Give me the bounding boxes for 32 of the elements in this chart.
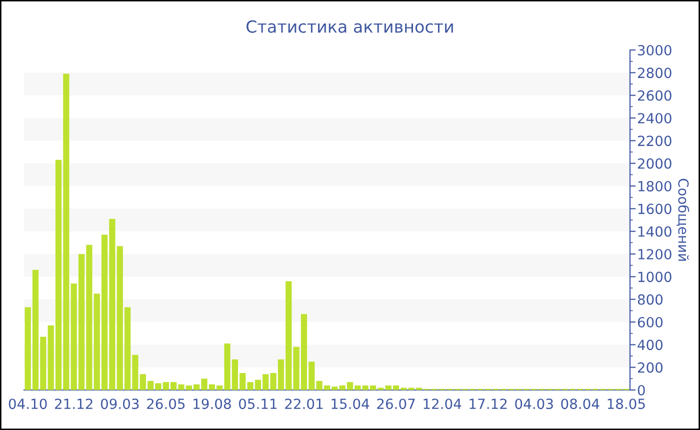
x-tick-label: 21.12 — [55, 398, 92, 409]
y-tick-label: 2400 — [638, 112, 672, 124]
x-tick-label: 17.12 — [470, 398, 507, 409]
y-tick-label: 200 — [638, 362, 663, 373]
x-tick-label: 22.01 — [285, 398, 323, 410]
y-tick-label: 1000 — [638, 272, 672, 282]
x-tick-label: 15.04 — [332, 398, 370, 410]
y-tick-label: 2200 — [638, 136, 672, 146]
x-tick-label: 26.05 — [147, 398, 185, 410]
x-tick-label: 04.03 — [515, 398, 553, 410]
x-tick-label: 12.04 — [424, 398, 462, 410]
y-tick-label: 800 — [638, 294, 663, 305]
y-tick-label: 600 — [638, 316, 663, 328]
y-tick-label: 400 — [638, 340, 663, 350]
x-tick-label: 09.03 — [100, 398, 139, 410]
y-axis-title: Сообщений — [676, 178, 690, 261]
x-tick-label: 05.11 — [238, 398, 277, 410]
y-tick-label: 3000 — [638, 44, 672, 56]
x-tick-label: 08.04 — [561, 398, 600, 410]
y-tick-label: 1400 — [638, 226, 672, 237]
chart-title: Статистика активности — [246, 20, 453, 33]
y-tick-label: 1600 — [638, 204, 672, 214]
y-tick-label: 1800 — [638, 180, 672, 192]
x-tick-label: 04.10 — [8, 398, 47, 410]
y-tick-label: 2000 — [638, 158, 672, 169]
x-tick-label: 19.08 — [194, 398, 231, 410]
x-tick-label: 18.05 — [608, 398, 645, 410]
y-tick-label: 2600 — [638, 90, 672, 101]
y-tick-label: 1200 — [638, 248, 672, 260]
x-tick-label: 26.07 — [377, 398, 415, 410]
y-tick-label: 0 — [638, 384, 645, 396]
y-tick-label: 2800 — [638, 68, 672, 78]
